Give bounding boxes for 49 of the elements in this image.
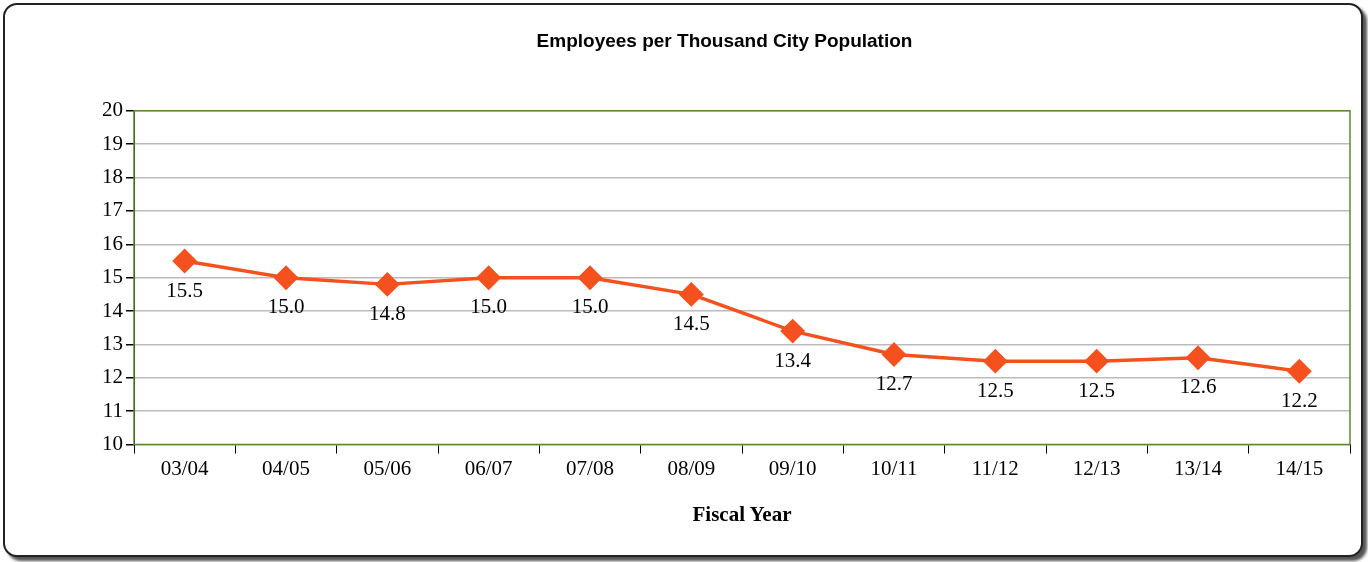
y-tick-label: 17 — [102, 197, 123, 222]
y-tick-label: 11 — [102, 397, 123, 422]
x-tick-label: 04/05 — [262, 455, 310, 480]
point — [578, 265, 602, 290]
data-label: 15.5 — [166, 277, 204, 302]
x-tick-label: 08/09 — [667, 455, 716, 480]
point — [882, 342, 906, 367]
x-tick-label: 13/14 — [1174, 455, 1223, 480]
x-tick-label: 09/10 — [768, 455, 817, 480]
y-tick-label: 16 — [102, 230, 123, 255]
data-label: 14.5 — [672, 310, 710, 335]
x-axis-title: Fiscal Year — [692, 501, 792, 526]
data-label: 12.5 — [1078, 377, 1116, 402]
point — [476, 265, 501, 290]
y-tick-label: 13 — [102, 330, 123, 355]
y-tick-label: 10 — [102, 431, 123, 456]
point — [375, 272, 400, 297]
data-label: 14.8 — [368, 300, 406, 325]
y-tick-label: 19 — [102, 130, 123, 155]
x-tick-label: 06/07 — [464, 455, 513, 480]
data-label: 15.0 — [470, 294, 508, 319]
data-label: 15.0 — [571, 294, 609, 319]
point — [1186, 346, 1210, 370]
x-tick-label: 11/12 — [971, 455, 1019, 480]
x-tick-label: 07/08 — [566, 455, 614, 480]
y-tick-label: 18 — [102, 164, 123, 189]
point — [1084, 349, 1109, 373]
data-label: 12.2 — [1280, 387, 1318, 412]
data-label: 12.6 — [1179, 374, 1217, 399]
data-label: 15.0 — [267, 294, 305, 319]
y-tick-label: 15 — [102, 264, 123, 289]
x-tick-label: 12/13 — [1072, 455, 1121, 480]
point — [679, 282, 704, 307]
data-label: 12.5 — [976, 377, 1014, 402]
point — [172, 249, 197, 273]
y-tick-label: 20 — [102, 97, 123, 122]
x-tick-label: 03/04 — [160, 455, 210, 480]
y-tick-label: 12 — [102, 364, 123, 389]
point — [780, 319, 805, 343]
point — [983, 349, 1008, 373]
data-label: 13.4 — [774, 347, 812, 372]
x-tick-label: 14/15 — [1275, 455, 1324, 480]
x-tick-label: 05/06 — [363, 455, 412, 480]
point — [274, 265, 298, 290]
chart-title: Employees per Thousand City Population — [536, 29, 913, 51]
x-tick-label: 10/11 — [870, 455, 918, 480]
point — [1287, 359, 1312, 383]
data-label: 12.7 — [875, 370, 913, 395]
y-tick-label: 14 — [102, 297, 124, 322]
